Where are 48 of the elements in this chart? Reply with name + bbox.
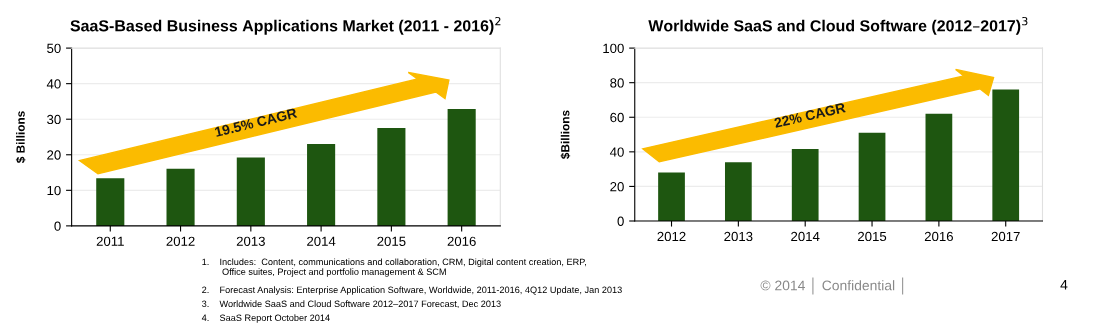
bar xyxy=(236,157,265,226)
y-tick-label: 0 xyxy=(54,221,61,231)
annotation: 19.5% CAGR xyxy=(214,107,298,137)
x-tick-label: 2015 xyxy=(858,231,887,242)
x-tick-label: 2016 xyxy=(447,236,476,246)
y-tick-label: 40 xyxy=(46,79,61,89)
bar xyxy=(377,128,406,226)
y-tick-label: 40 xyxy=(609,147,624,157)
y-tick-label: 20 xyxy=(47,150,61,160)
y-axis-title: $Billions xyxy=(560,110,571,159)
x-tick-label: 2011 xyxy=(96,236,124,246)
x-tick-label: 2012 xyxy=(166,236,195,246)
bar xyxy=(166,168,195,226)
x-tick-label: 2013 xyxy=(236,236,265,246)
text: 1. Includes: Content, communications and collaboration, CRM, Digital content creation, ERP, Office suites, Project and portfolio management & SCM xyxy=(202,258,586,277)
x-tick-label: 2012 xyxy=(657,231,686,242)
chart-title: SaaS-Based Business Applications Market (2011 - 2016)$^{2}$ xyxy=(70,16,501,35)
bar xyxy=(858,132,886,221)
y-tick-label: 30 xyxy=(47,114,61,125)
y-tick-label: 10 xyxy=(47,185,61,196)
x-tick-label: 2014 xyxy=(307,236,336,246)
bar xyxy=(307,144,336,226)
x-tick-label: 2013 xyxy=(724,231,753,242)
x-tick-label: 2014 xyxy=(791,231,820,242)
y-tick-label: 60 xyxy=(610,112,624,123)
annotation: 22% CAGR xyxy=(773,102,846,128)
text: © 2014 │ Confidential │ xyxy=(760,277,904,295)
chart-title: Worldwide SaaS and Cloud Software (2012–2017)$^{3}$ xyxy=(648,16,1028,35)
bar xyxy=(791,149,819,221)
y-axis-title: $ Billions xyxy=(15,111,26,164)
y-tick-label: 20 xyxy=(610,181,624,192)
y-tick-label: 0 xyxy=(617,216,624,226)
x-tick-label: 2017 xyxy=(991,231,1020,242)
bar xyxy=(658,172,685,221)
bar xyxy=(724,162,752,221)
text: 2. Forecast Analysis: Enterprise Application Software, Worldwide, 2011-2016, 4Q12 Update, Jan 2013 xyxy=(202,286,622,295)
x-tick-label: 2016 xyxy=(924,231,953,242)
bar xyxy=(447,108,476,226)
text: 4. SaaS Report October 2014 xyxy=(201,314,330,323)
bar xyxy=(96,178,125,226)
y-tick-label: 50 xyxy=(47,43,61,54)
bar xyxy=(925,113,953,221)
y-tick-label: 100 xyxy=(603,43,624,54)
text: 4 xyxy=(1060,280,1068,290)
y-tick-label: 80 xyxy=(610,78,624,88)
bar xyxy=(992,89,1020,221)
text: 3. Worldwide SaaS and Cloud Software 2012–2017 Forecast, Dec 2013 xyxy=(202,300,501,309)
x-tick-label: 2015 xyxy=(377,236,406,246)
